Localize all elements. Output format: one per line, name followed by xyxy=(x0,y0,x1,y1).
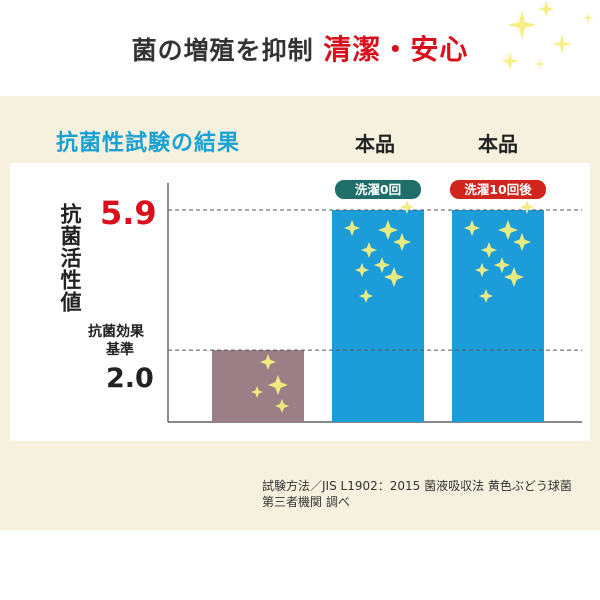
sparkle-decoration-icon xyxy=(501,1,594,70)
sparkle-icon xyxy=(268,375,288,395)
sparkle-icon xyxy=(504,267,524,287)
sparkle-icon xyxy=(498,220,518,240)
headline-text: 菌の増殖を抑制 xyxy=(131,36,314,65)
sparkle-icon xyxy=(513,233,531,251)
sparkle-icon xyxy=(393,233,411,251)
panel-title: 抗菌性試験の結果 xyxy=(56,131,241,156)
bar-tag-bg-1 xyxy=(335,180,421,199)
sparkle-icon xyxy=(475,263,489,277)
sparkle-icon xyxy=(361,242,377,258)
value-label-baseline: 2.0 xyxy=(106,363,154,394)
baseline-sublabel-line1: 抗菌効果 xyxy=(88,323,145,340)
sparkle-icon xyxy=(260,354,276,370)
tester-note: 第三者機関 調べ xyxy=(262,495,350,509)
sparkle-icon xyxy=(275,399,289,413)
headline-emphasis: 清潔・安心 xyxy=(323,33,469,66)
sparkle-icon xyxy=(374,257,390,273)
column-header-unwashed: 本品 xyxy=(355,132,395,156)
sparkle-icon xyxy=(378,220,398,240)
bar-tag-1: 洗濯0回 xyxy=(355,182,401,197)
sparkle-icon xyxy=(251,386,263,398)
sparkle-icon xyxy=(481,242,497,258)
header-section: 菌の増殖を抑制 清潔・安心 xyxy=(0,0,600,96)
sparkle-icon xyxy=(344,220,360,236)
value-label-high: 5.9 xyxy=(100,194,157,232)
bar-tag-bg-2 xyxy=(450,180,546,199)
footnote: 試験方法／JIS L1902：2015 菌液吸収法 黄色ぶどう球菌 第三者機関 … xyxy=(262,478,592,510)
sparkle-icon xyxy=(520,200,534,214)
sparkle-icon xyxy=(384,267,404,287)
test-method-note: 試験方法／JIS L1902：2015 菌液吸収法 黄色ぶどう球菌 xyxy=(262,479,572,493)
column-header-washed: 本品 xyxy=(478,132,518,156)
bar-tag-2: 洗濯10回後 xyxy=(464,182,532,197)
bar-1 xyxy=(332,210,424,422)
chart-area: 抗菌活性値 5.9 抗菌効果 基準 2.0 洗濯0回 洗濯10回後 xyxy=(10,163,590,441)
sparkle-icon xyxy=(359,289,373,303)
sparkle-icon xyxy=(494,257,510,273)
y-axis-label: 抗菌活性値 xyxy=(58,202,83,313)
baseline-sublabel-line2: 基準 xyxy=(106,341,134,358)
sparkle-icon xyxy=(355,263,369,277)
sparkle-icon xyxy=(400,200,414,214)
bar-2 xyxy=(452,210,544,422)
sparkle-icon xyxy=(464,220,480,236)
headline: 菌の増殖を抑制 清潔・安心 xyxy=(0,28,600,68)
bar-0 xyxy=(212,350,304,422)
sparkle-icon xyxy=(479,289,493,303)
